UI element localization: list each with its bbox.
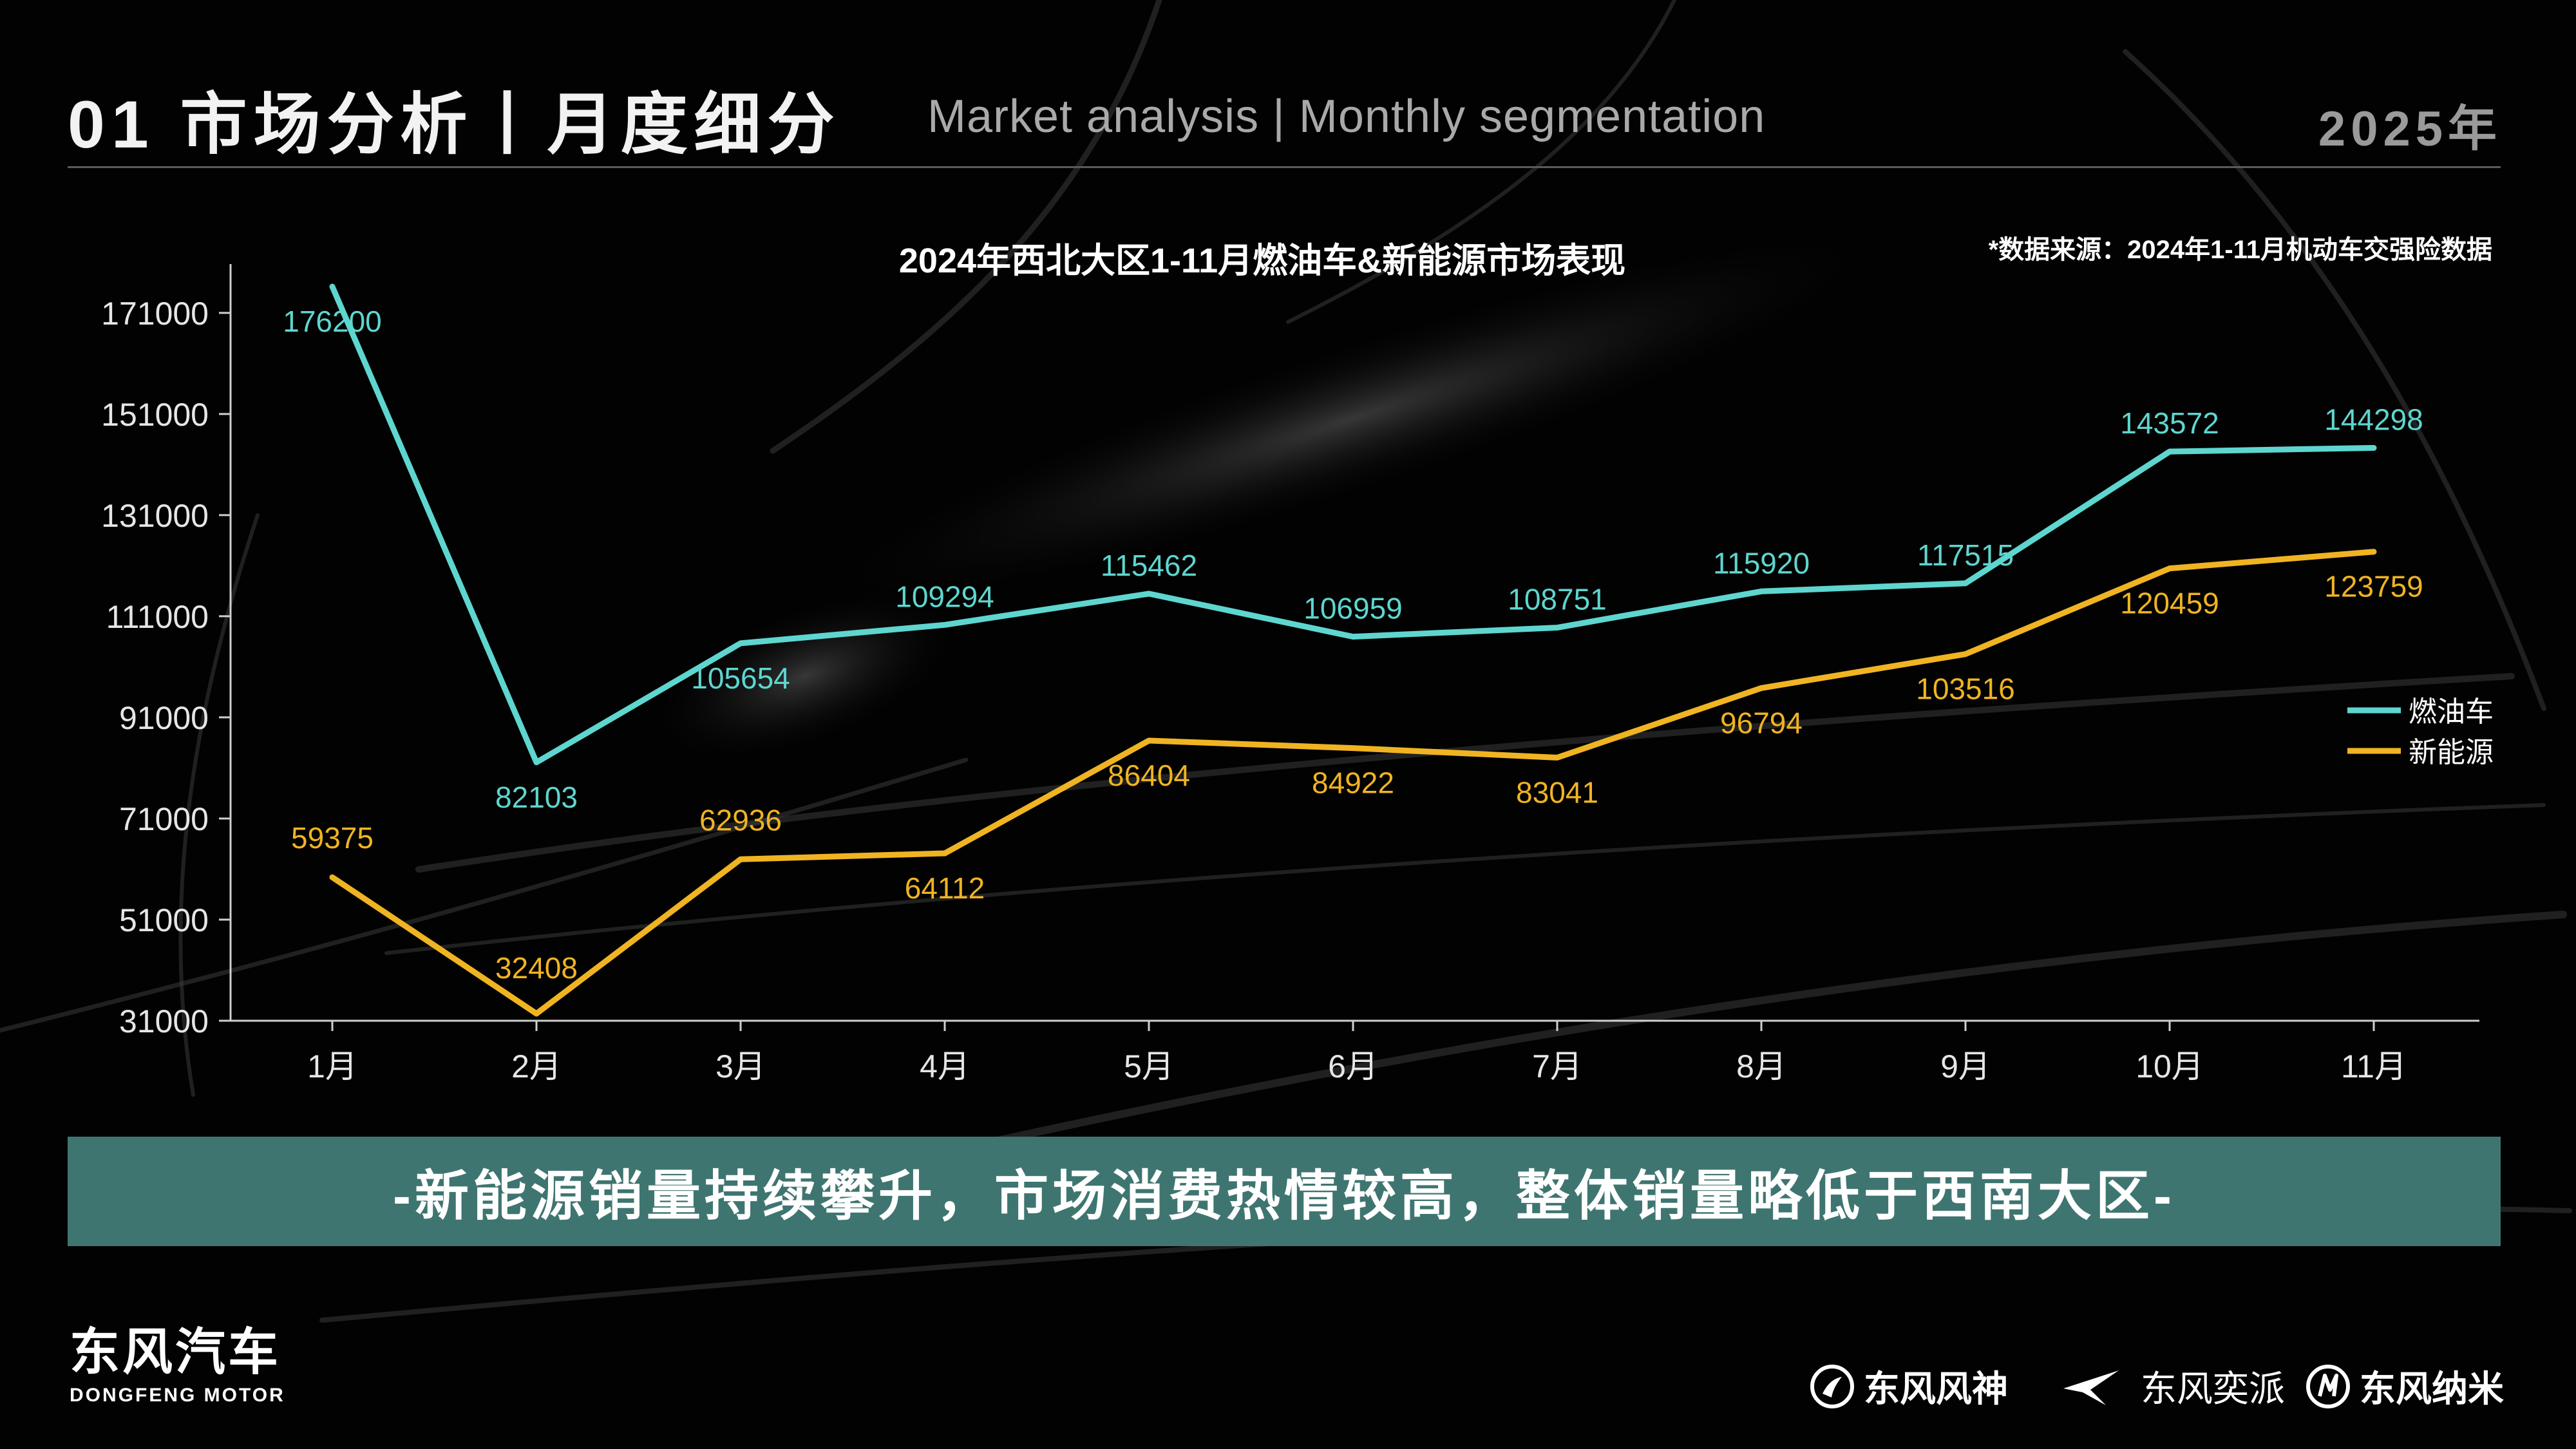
dongfeng-motor-logo: 东风汽车 DONGFENG MOTOR [70,1327,289,1406]
data-label: 123759 [2324,570,2423,603]
data-label: 115462 [1101,549,1197,582]
data-point [1148,592,1150,594]
data-label: 108751 [1508,583,1607,616]
data-label: 106959 [1303,592,1403,625]
brand-name-en: DONGFENG MOTOR [70,1385,285,1406]
sub-brand-fengshen: 东风风神 [1810,1360,2008,1412]
x-tick-label: 4月 [920,1048,970,1084]
data-label: 83041 [1516,775,1598,809]
data-point [1557,757,1558,759]
x-tick-label: 7月 [1532,1048,1582,1084]
data-point [1965,653,1966,655]
data-point [944,853,945,855]
data-label: 144298 [2324,402,2423,436]
data-label: 96794 [1720,706,1803,739]
y-tick-label: 51000 [119,902,209,938]
sub-brand-label: 东风纳米 [2360,1368,2504,1409]
conclusion-banner: -新能源销量持续攀升，市场消费热情较高，整体销量略低于西南大区- [68,1137,2501,1246]
legend-label: 新能源 [2409,737,2494,768]
data-point [332,876,333,878]
x-tick-label: 3月 [715,1048,766,1084]
data-label: 176200 [283,305,382,338]
data-label: 84922 [1312,766,1394,800]
data-point [740,858,741,860]
x-tick-label: 9月 [1940,1048,1991,1084]
x-tick-label: 6月 [1328,1048,1378,1084]
sub-brand-label: 东风风神 [1864,1368,2008,1409]
data-point [1557,627,1558,629]
data-label: 82103 [495,781,578,814]
series-line-fuel [329,283,2377,766]
y-tick-label: 131000 [101,498,209,534]
nami-logo-icon [2306,1364,2350,1408]
page-title: 01 市场分析丨月度细分 [68,88,841,162]
x-tick-label: 1月 [307,1048,357,1084]
x-tick-label: 2月 [511,1048,562,1084]
data-label: 105654 [691,661,790,695]
data-label: 32408 [495,951,578,985]
x-tick-label: 5月 [1124,1048,1174,1084]
data-label: 117515 [1917,538,2014,572]
data-point [2373,447,2374,449]
data-point [944,624,945,626]
chart-title: 2024年西北大区1-11月燃油车&新能源市场表现 [899,242,1625,280]
data-label: 86404 [1108,759,1190,792]
data-point [2169,451,2170,453]
data-point [740,642,741,644]
data-label: 115920 [1713,546,1810,580]
x-tick-label: 10月 [2136,1048,2204,1084]
y-tick-label: 71000 [119,801,209,837]
header-divider [68,166,2501,168]
y-tick-label: 91000 [119,700,209,736]
yipai-logo-icon [2063,1370,2119,1405]
data-label: 120459 [2120,587,2219,620]
data-point [332,286,333,287]
sub-brand-label: 东风奕派 [2141,1368,2285,1409]
y-tick-label: 111000 [106,599,209,635]
sub-brand-yipai: 东风奕派 [2061,1360,2285,1412]
legend-label: 燃油车 [2409,696,2494,728]
data-point [1965,582,1966,584]
brand-name-cn: 东风汽车 [70,1323,281,1380]
data-point [2373,551,2374,553]
y-tick-label: 151000 [101,397,209,433]
year-label: 2025年 [2318,102,2502,156]
data-label: 103516 [1916,672,2015,706]
data-point [536,761,537,763]
fengshen-logo-icon [1810,1364,1854,1408]
data-point [1352,747,1354,749]
data-label: 64112 [905,871,985,905]
y-tick-label: 31000 [119,1003,209,1039]
data-point [1761,591,1762,592]
data-label: 109294 [895,580,994,613]
data-source-note: *数据来源：2024年1-11月机动车交强险数据 [1988,236,2492,264]
data-label: 59375 [291,821,374,855]
y-tick-label: 171000 [101,296,209,332]
data-point [1761,687,1762,689]
conclusion-text: -新能源销量持续攀升，市场消费热情较高，整体销量略低于西南大区- [393,1165,2175,1226]
page-subtitle: Market analysis | Monthly segmentation [927,91,1766,142]
data-label: 143572 [2120,406,2219,440]
x-tick-label: 8月 [1736,1048,1786,1084]
data-point [536,1012,537,1014]
data-point [1352,636,1354,638]
data-point [2169,567,2170,569]
data-point [1148,740,1150,742]
data-label: 62936 [699,803,782,837]
x-tick-label: 11月 [2341,1048,2407,1084]
sub-brand-nami: 东风纳米 [2306,1360,2504,1412]
